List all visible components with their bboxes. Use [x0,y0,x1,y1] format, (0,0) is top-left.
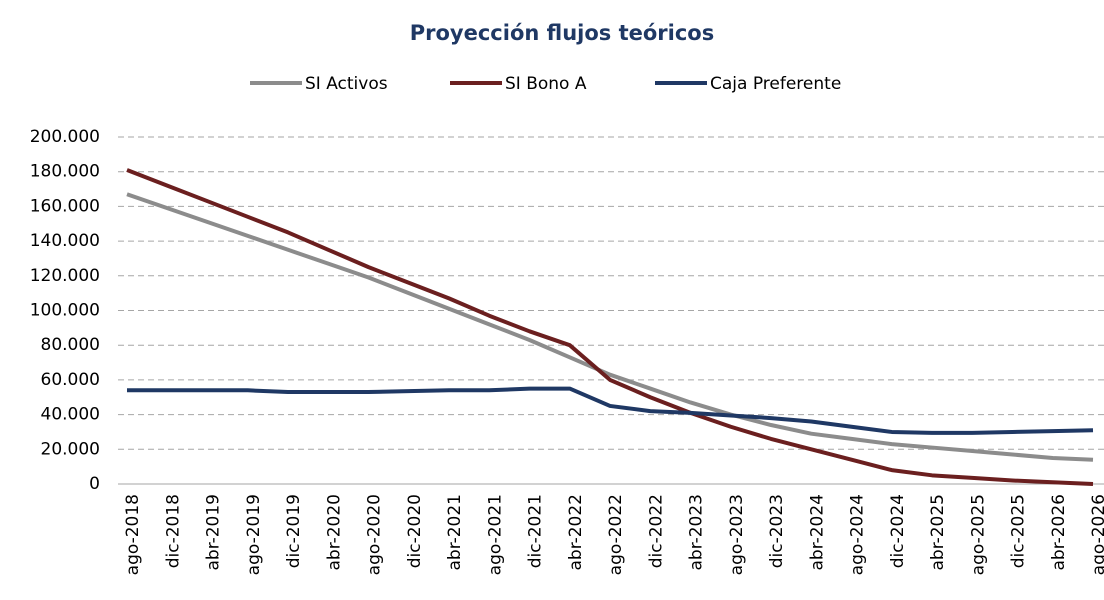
chart-title: Proyección flujos teóricos [410,21,714,45]
y-tick-label: 100.000 [30,301,100,321]
x-tick-label: ago-2023 [727,494,747,575]
x-tick-label: abr-2022 [566,494,586,571]
x-tick-label: abr-2020 [324,494,344,571]
y-tick-label: 140.000 [30,231,100,251]
x-tick-label: dic-2025 [1009,494,1029,568]
y-tick-label: 20.000 [41,439,100,459]
legend-label: SI Activos [305,74,388,94]
x-tick-label: ago-2021 [485,494,505,575]
x-tick-label: dic-2020 [405,494,425,568]
legend-label: SI Bono A [505,74,587,94]
y-tick-label: 180.000 [30,162,100,182]
x-tick-label: ago-2019 [244,494,264,575]
x-tick-label: abr-2025 [928,494,948,571]
x-tick-label: ago-2025 [968,494,988,575]
y-tick-label: 40.000 [41,405,100,425]
y-tick-label: 160.000 [30,196,100,216]
x-tick-label: dic-2021 [526,494,546,568]
series-line [126,168,1094,486]
x-tick-label: dic-2018 [163,494,183,568]
y-tick-label: 0 [89,474,100,494]
x-tick-label: ago-2018 [123,494,143,575]
x-tick-label: dic-2019 [284,494,304,568]
x-tick-label: dic-2023 [767,494,787,568]
x-tick-label: abr-2023 [687,494,707,571]
x-tick-label: ago-2024 [848,494,868,575]
y-tick-label: 120.000 [30,266,100,286]
x-tick-label: abr-2026 [1049,494,1069,571]
series-line [127,386,1094,435]
x-tick-label: dic-2024 [888,494,908,568]
x-tick-label: ago-2026 [1089,494,1104,575]
legend-label: Caja Preferente [710,74,841,94]
x-tick-label: abr-2024 [807,494,827,571]
y-tick-label: 200.000 [30,127,100,147]
x-tick-label: abr-2019 [204,494,224,571]
y-tick-label: 80.000 [41,335,100,355]
x-tick-label: ago-2020 [365,494,385,575]
y-tick-label: 60.000 [41,370,100,390]
x-tick-label: abr-2021 [445,494,465,571]
x-tick-label: dic-2022 [646,494,666,568]
series-line [126,192,1094,462]
x-tick-label: ago-2022 [606,494,626,575]
